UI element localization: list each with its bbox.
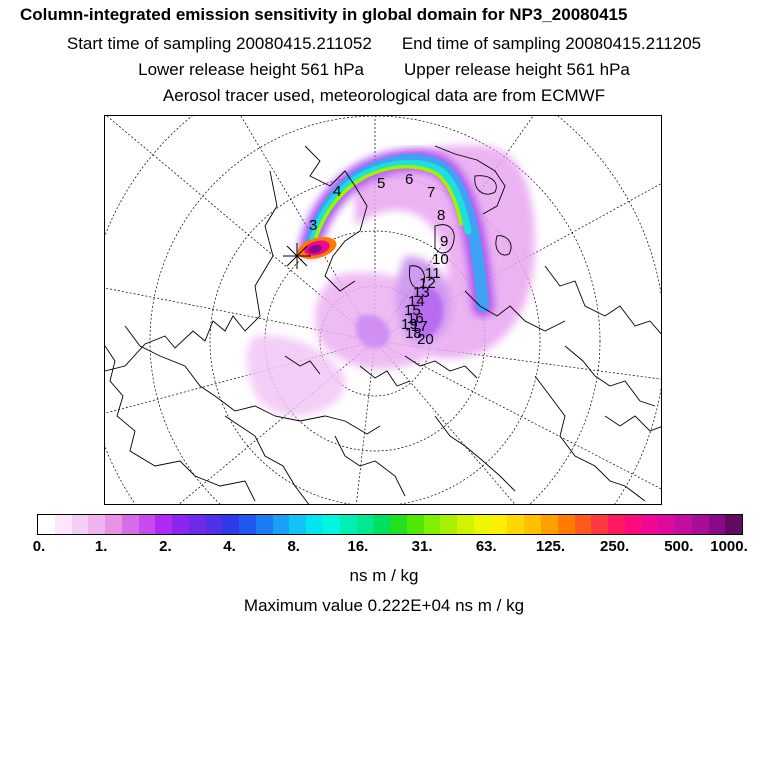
trajectory-label: 5 [377, 175, 385, 192]
trajectory-label: 12 [419, 275, 436, 292]
trajectory-label: 13 [413, 284, 430, 301]
tracer-info: Aerosol tracer used, meteorological data… [162, 86, 606, 105]
colorbar-segment [608, 515, 625, 534]
colorbar-segment [272, 515, 290, 534]
colorbar-unit: ns m / kg [349, 566, 419, 585]
colorbar-segment [255, 515, 273, 534]
colorbar-segment [339, 515, 357, 534]
colorbar-segment [188, 515, 206, 534]
colorbar-segment [390, 515, 407, 534]
plot-title: Column-integrated emission sensitivity i… [20, 5, 628, 24]
colorbar-tick-label: 8. [287, 538, 300, 555]
colorbar-tick-label: 1. [94, 538, 108, 555]
colorbar-segment [373, 515, 391, 534]
colorbar-tick-label: 31. [411, 538, 433, 555]
colorbar-segment [507, 515, 525, 534]
trajectory-label: 17 [411, 318, 428, 335]
colorbar-segment [473, 515, 491, 534]
release-point-star-icon [283, 243, 311, 269]
colorbar-segment [356, 515, 374, 534]
colorbar-segment [658, 515, 676, 534]
coastlines [105, 145, 661, 504]
trajectory-label: 7 [427, 184, 435, 201]
colorbar-segment [323, 515, 340, 534]
colorbar-tick-label: 63. [475, 538, 497, 555]
colorbar-tick-label: 4. [223, 538, 236, 555]
colorbar-segment [557, 515, 575, 534]
trajectory-label: 19 [401, 316, 418, 333]
map-canvas: 3 4 5 6 7 8 9 10 11 12 13 14 15 16 17 18… [105, 116, 661, 504]
trajectory-label: 9 [440, 233, 448, 250]
colorbar-segment [423, 515, 441, 534]
trajectory-label: 15 [404, 302, 421, 319]
colorbar-segment [121, 515, 139, 534]
colorbar-segment [641, 515, 659, 534]
trajectory-label: 20 [417, 331, 434, 348]
trajectory-labels: 3 4 5 6 7 8 9 10 11 12 13 14 15 16 17 18… [309, 171, 449, 348]
polar-map: 3 4 5 6 7 8 9 10 11 12 13 14 15 16 17 18… [104, 115, 662, 505]
sampling-times: Start time of sampling 20080415.211052 En… [0, 34, 768, 54]
trajectory-label: 4 [333, 183, 341, 200]
colorbar-tick-label: 16. [347, 538, 369, 555]
colorbar-segment [88, 515, 106, 534]
colorbar-tick-label: 125. [535, 538, 566, 555]
emission-sensitivity-field [246, 145, 535, 416]
colorbar-segment [222, 515, 240, 534]
trajectory-label: 6 [405, 171, 413, 188]
start-time-label: Start time of sampling 20080415.211052 [66, 34, 372, 53]
colorbar-segment [574, 515, 592, 534]
colorbar-segment [708, 515, 726, 534]
colorbar-segment [675, 515, 692, 534]
colorbar-tick-label: 250. [600, 538, 630, 555]
colorbar-tick-label: 0. [32, 538, 46, 555]
colorbar-tick-label: 500. [664, 538, 694, 555]
colorbar-segment [306, 515, 324, 534]
trajectory-label: 18 [405, 325, 422, 342]
colorbar-segment [406, 515, 424, 534]
colorbar-segment [138, 515, 156, 534]
colorbar-segment [540, 515, 558, 534]
colorbar-tick-label: 2. [159, 538, 172, 555]
colorbar-segment [205, 515, 223, 534]
colorbar-segment [289, 515, 307, 534]
colorbar-segment [54, 515, 72, 534]
trajectory-label: 8 [437, 207, 445, 224]
colorbar [37, 514, 743, 535]
trajectory-label: 14 [408, 293, 425, 310]
colorbar-segment [624, 515, 642, 534]
colorbar-segment [490, 515, 508, 534]
release-heights: Lower release height 561 hPa Upper releas… [0, 60, 768, 80]
colorbar-segment [38, 515, 55, 534]
trajectory-label: 16 [407, 310, 424, 327]
maximum-value-label: Maximum value 0.222E+04 ns m / kg [243, 596, 525, 615]
colorbar-segment [457, 515, 474, 534]
colorbar-segment [155, 515, 173, 534]
colorbar-segment [172, 515, 189, 534]
colorbar-segment [239, 515, 256, 534]
trajectory-label: 11 [425, 265, 441, 282]
colorbar-segment [105, 515, 122, 534]
colorbar-segment [440, 515, 458, 534]
colorbar-tick-label: 1000. [710, 538, 748, 555]
end-time-label: End time of sampling 20080415.211205 [401, 34, 702, 53]
colorbar-segment [591, 515, 609, 534]
upper-release-height-label: Upper release height 561 hPa [404, 60, 630, 79]
colorbar-segment [71, 515, 89, 534]
colorbar-segment [524, 515, 541, 534]
trajectory-label: 10 [432, 251, 449, 268]
trajectory-label: 3 [309, 217, 317, 234]
colorbar-segment [725, 515, 743, 534]
lower-release-height-label: Lower release height 561 hPa [138, 60, 364, 79]
colorbar-segment [691, 515, 709, 534]
